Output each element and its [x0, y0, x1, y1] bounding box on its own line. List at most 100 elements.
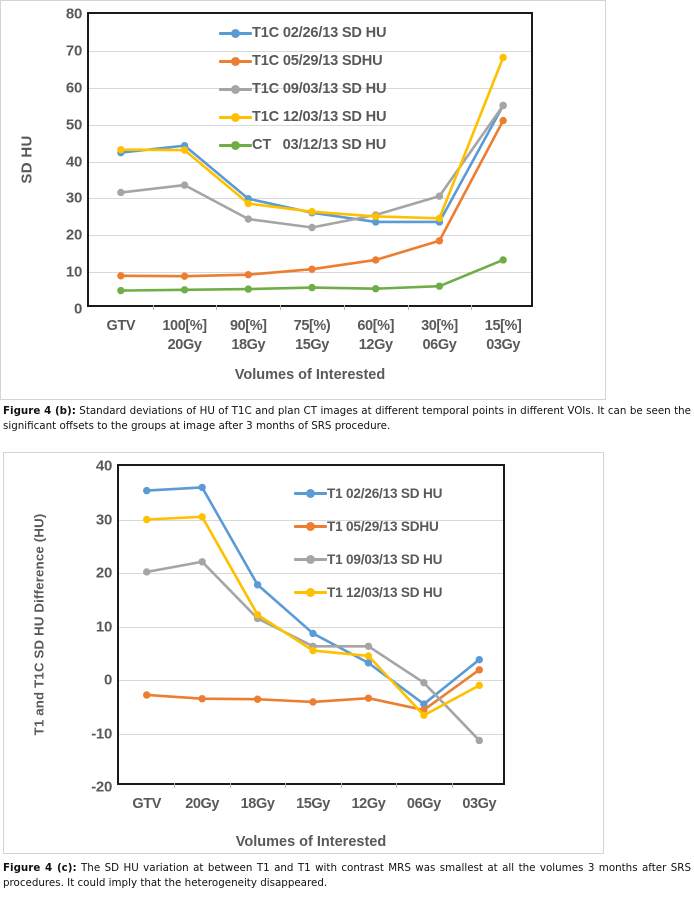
data-point-marker [180, 181, 189, 189]
legend-item[interactable]: T1C 02/26/13 SD HU [219, 19, 386, 47]
x-axis-title: Volumes of Interested [235, 834, 387, 850]
data-point-marker [435, 282, 444, 290]
data-point-marker [117, 286, 125, 295]
series-layer [117, 53, 507, 295]
y-axis-tick-label: 10 [65, 263, 82, 281]
data-point-marker [475, 736, 483, 745]
data-point-marker [420, 711, 428, 720]
x-axis-tick-line: 03Gy [486, 337, 521, 353]
legend-item-label: T1 12/03/13 SD HU [327, 585, 443, 600]
data-point-marker [364, 652, 373, 660]
x-axis-tick-label: 20Gy [185, 795, 219, 814]
legend-item[interactable]: T1C 12/03/13 SD HU [219, 103, 386, 131]
data-point-marker [198, 513, 206, 521]
legend-marker-icon [294, 586, 327, 600]
legend-item[interactable]: T1 12/03/13 SD HU [294, 576, 442, 609]
series-layer [143, 483, 483, 745]
data-point-marker [117, 146, 125, 154]
y-axis-tick-label: 10 [95, 618, 112, 635]
data-point-marker [308, 223, 316, 232]
x-axis-tick-line: 30[%] [421, 318, 458, 334]
x-axis-tick-label: 15Gy [296, 795, 330, 814]
figure-4b-caption-label: Figure 4 (b): [3, 405, 76, 417]
x-axis-tick-mark [174, 783, 176, 788]
data-point-marker [244, 285, 252, 293]
gridline [119, 733, 503, 735]
gridline [119, 626, 503, 628]
x-axis-tick-line: 20Gy [185, 796, 220, 812]
y-axis-tick-label: 40 [65, 153, 82, 170]
data-point-marker [180, 146, 189, 154]
data-point-marker [435, 192, 444, 200]
x-axis-tick-mark [216, 305, 218, 310]
legend-item-label: T1C 09/03/13 SD HU [252, 81, 387, 97]
y-axis-tick-label: 30 [65, 189, 82, 207]
x-axis-tick-label: 100[%] 20Gy [162, 317, 207, 355]
data-point-marker [244, 199, 252, 208]
data-point-marker [499, 101, 507, 110]
chart-sd-hu-difference: -20 -10 0 10 20 30 40 GTV 20Gy 18Gy 15Gy 12Gy 06Gy 03… [4, 453, 603, 853]
x-axis-tick-label: 15[%] 03Gy [485, 317, 522, 355]
legend-item-label: T1C 02/26/13 SD HU [252, 25, 387, 41]
x-axis-tick-label: 18Gy [241, 795, 275, 814]
data-point-marker [143, 568, 151, 576]
data-point-marker [143, 515, 151, 524]
data-point-marker [420, 700, 428, 708]
data-point-marker [143, 691, 151, 699]
legend-item-label: CT 03/12/13 SD HU [252, 137, 387, 153]
x-axis-tick-line: 75[%) [293, 318, 331, 334]
x-axis-tick-label: 90[%] 18Gy [230, 317, 267, 355]
legend-item[interactable]: T1 09/03/13 SD HU [294, 543, 442, 576]
x-axis-tick-line: GTV [106, 318, 136, 334]
x-axis-tick-label: 12Gy [351, 795, 385, 814]
y-axis-tick-label: -10 [91, 725, 112, 742]
legend-item[interactable]: CT 03/12/13 SD HU [219, 131, 386, 159]
data-point-marker [364, 642, 373, 650]
legend-item-label: T1C 12/03/13 SD HU [252, 109, 387, 125]
data-point-marker [309, 629, 317, 638]
x-axis-tick-mark [407, 305, 409, 310]
data-point-marker [308, 207, 316, 216]
x-axis-tick-mark [285, 783, 287, 788]
data-point-marker [309, 646, 317, 655]
gridline [89, 235, 531, 237]
x-axis-title: Volumes of Interested [234, 367, 386, 383]
x-axis-tick-line: GTV [132, 796, 162, 812]
chart-legend: T1 02/26/13 SD HU T1 05/29/13 SDHU T1 09/0… [294, 477, 442, 609]
gridline [89, 161, 531, 163]
x-axis-tick-label: 75[%) 15Gy [294, 317, 331, 355]
data-point-marker [372, 256, 380, 264]
figure-4b-panel: 0 10 20 30 40 50 60 70 80 GTV 100[%] 20Gy 90[%] 18Gy 7… [0, 0, 606, 400]
x-axis-tick-line: 90[%] [229, 318, 267, 334]
legend-item[interactable]: T1 05/29/13 SDHU [294, 510, 442, 543]
gridline [89, 198, 531, 200]
data-point-marker [253, 695, 262, 703]
legend-marker-icon [219, 138, 252, 152]
x-axis-tick-line: 100[%] [162, 318, 207, 334]
data-point-marker [475, 655, 483, 664]
legend-item[interactable]: T1 02/26/13 SD HU [294, 477, 442, 510]
data-point-marker [372, 285, 380, 293]
x-axis-tick-mark [343, 305, 345, 310]
y-axis-tick-label: 20 [65, 226, 82, 244]
legend-item-label: T1 05/29/13 SDHU [327, 519, 439, 534]
chart-sd-hu: 0 10 20 30 40 50 60 70 80 GTV 100[%] 20Gy 90[%] 18Gy 7… [1, 1, 605, 399]
legend-marker-icon [219, 110, 252, 124]
y-axis-title: T1 and T1C SD HU Difference (HU) [31, 513, 47, 736]
legend-marker-icon [219, 26, 252, 40]
gridline [89, 124, 531, 126]
x-axis-tick-line: 12Gy [358, 337, 393, 353]
legend-item[interactable]: T1C 05/29/13 SDHU [219, 47, 386, 75]
legend-item-label: T1 09/03/13 SD HU [327, 552, 443, 567]
data-point-marker [364, 659, 373, 667]
data-point-marker [435, 237, 444, 245]
y-axis-tick-label: 0 [73, 300, 82, 318]
x-axis-tick-line: 18Gy [231, 337, 266, 353]
data-point-marker [364, 694, 373, 702]
gridline [119, 519, 503, 521]
x-axis-tick-label: GTV [132, 795, 161, 814]
data-point-marker [372, 218, 380, 226]
legend-marker-icon [294, 520, 327, 534]
figure-4b-caption: Figure 4 (b): Standard deviations of HU … [3, 404, 691, 433]
legend-item[interactable]: T1C 09/03/13 SD HU [219, 75, 386, 103]
